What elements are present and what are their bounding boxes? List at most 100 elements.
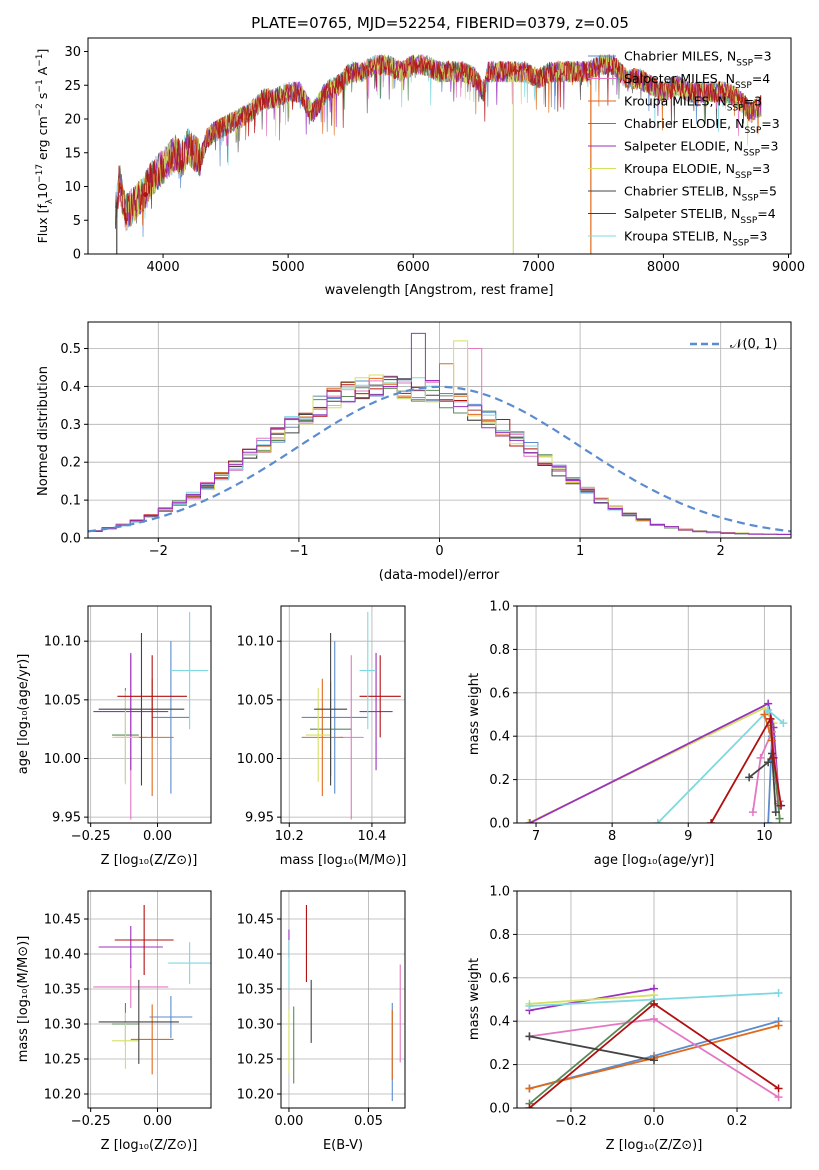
mass-vs-Z-ytick-label: 10.35 — [44, 983, 81, 998]
massweight-vs-Z-marker — [774, 988, 783, 997]
massweight-vs-Z-marker — [525, 1104, 534, 1108]
massweight-vs-Z-line-7 — [529, 1035, 655, 1062]
residuals-xtick-label: 2 — [717, 544, 725, 559]
massweight-vs-Z-content — [525, 984, 783, 1108]
legend-label-sub: SSP — [735, 81, 752, 91]
mass-vs-EBV-ytick-label: 10.25 — [237, 1053, 274, 1068]
legend-label-main: Salpeter STELIB, N — [624, 206, 740, 221]
massweight-vs-age-marker — [707, 819, 716, 823]
legend-label-sub: SSP — [740, 216, 757, 226]
legend-label-main: Salpeter MILES, N — [624, 71, 735, 86]
legend-label-tail: =3 — [753, 49, 771, 64]
legend-label-sub: SSP — [744, 126, 761, 136]
residuals-ytick-label: 0.0 — [60, 532, 81, 547]
legend-label-main: Kroupa STELIB, N — [624, 229, 732, 244]
mass-vs-EBV-frame — [280, 890, 406, 1109]
legend-label-sub: SSP — [735, 171, 752, 181]
age-vs-mass-xtick-label: 10.2 — [275, 829, 304, 844]
legend-label-1: Salpeter MILES, NSSP=4 — [624, 71, 770, 91]
mass-vs-Z-ytick-label: 10.45 — [44, 913, 81, 928]
spectrum-xlabel: wavelength [Angstrom, rest frame] — [325, 283, 554, 298]
spectrum-xtick-label: 5000 — [272, 260, 305, 275]
residuals-xtick-label: −2 — [149, 544, 168, 559]
mass-vs-EBV-ytick-label: 10.35 — [237, 983, 274, 998]
legend-label-6: Chabrier STELIB, NSSP=5 — [624, 184, 777, 204]
residuals-xtick-label: 1 — [576, 544, 584, 559]
massweight-vs-age-marker — [779, 719, 788, 728]
massweight-vs-age-marker — [777, 801, 786, 810]
massweight-vs-Z-marker — [650, 1056, 658, 1065]
age-vs-mass-content — [301, 611, 401, 820]
massweight-vs-age-marker — [767, 749, 776, 758]
mass-vs-z-ylabel: mass [log₁₀(M/M⊙)] — [16, 936, 31, 1063]
spectrum-ytick-label: 30 — [64, 45, 81, 60]
spectrum-ytick-label: 10 — [64, 180, 81, 195]
massweight-vs-age-marker — [764, 706, 773, 715]
spectrum-ytick-label: 15 — [64, 146, 81, 161]
age-vs-Z-ytick-label: 9.95 — [52, 811, 81, 826]
massweight-vs-age-ytick-label: 0.2 — [489, 773, 510, 788]
legend-label-sub: SSP — [742, 194, 759, 204]
age-vs-mass-ytick-label: 10.00 — [237, 752, 274, 767]
legend-label-3: Chabrier ELODIE, NSSP=3 — [624, 116, 780, 136]
residuals-content — [88, 332, 791, 535]
spectrum-ytick-label: 5 — [73, 214, 81, 229]
mass-vs-EBV-ytick-label: 10.40 — [237, 948, 274, 963]
spectrum-xtick-label: 6000 — [397, 260, 430, 275]
massweight-vs-Z-ytick-label: 1.0 — [489, 885, 510, 900]
spectrum-ytick-label: 25 — [64, 79, 81, 94]
legend-label-tail: =5 — [759, 184, 777, 199]
age-vs-mass-ytick-label: 10.05 — [237, 693, 274, 708]
residuals-xtick-label: −1 — [289, 544, 308, 559]
age-vs-mass-ytick-label: 9.95 — [245, 811, 274, 826]
massweight-vs-Z-marker — [525, 1002, 534, 1011]
massweight-vs-Z-ytick-label: 0.6 — [489, 971, 510, 986]
massweight-vs-age-content — [524, 699, 788, 823]
massweight-vs-age-marker — [756, 753, 765, 762]
mass-vs-Z-ytick-label: 10.30 — [44, 1018, 81, 1033]
massweight-vs-age-line-4 — [752, 728, 781, 813]
legend-label-sub: SSP — [736, 59, 753, 69]
mass-vs-ebv-panel: 0.00 0.05 10.20 10.25 10.30 10.35 10.40 10.45 E… — [237, 890, 406, 1153]
age-vs-Z-ytick-label: 10.05 — [44, 693, 81, 708]
age-vs-mass-ytick-label: 10.10 — [237, 635, 274, 650]
legend-label-sub: SSP — [732, 239, 749, 249]
age-vs-mass-frame — [280, 605, 406, 824]
legend-label-main: Chabrier MILES, N — [624, 49, 736, 64]
age-vs-Z-ytick-label: 10.00 — [44, 752, 81, 767]
spectrum-marker — [143, 192, 149, 198]
residuals-xlabel: (data-model)/error — [379, 568, 500, 583]
legend-label-0: Chabrier MILES, NSSP=3 — [624, 49, 772, 69]
mass-vs-EBV-xtick-label: 0.00 — [274, 1114, 303, 1129]
mass-vs-ebv-xlabel: E(B-V) — [323, 1138, 363, 1153]
age-vs-z-panel: −0.25 0.00 9.95 10.00 10.05 10.10 Z [log₁₀(Z/… — [16, 605, 212, 868]
massweight-vs-Z-marker — [650, 1015, 658, 1024]
massweight-vs-Z-ytick-label: 0.4 — [489, 1015, 510, 1030]
massweight-vs-age-frame — [516, 605, 792, 824]
massweight-vs-Z-marker — [525, 1032, 534, 1041]
legend-label-tail: =4 — [752, 71, 770, 86]
legend-label-7: Salpeter STELIB, NSSP=4 — [624, 206, 776, 226]
legend-label-tail: =3 — [749, 229, 767, 244]
age-vs-Z-ytick-label: 10.10 — [44, 635, 81, 650]
legend-label-main: Kroupa MILES, N — [624, 94, 727, 109]
spectrum-xtick-label: 4000 — [147, 260, 180, 275]
massweight-vs-age-marker — [766, 714, 775, 723]
mass-vs-Z-ytick-label: 10.20 — [44, 1088, 81, 1103]
legend-label-tail: =3 — [761, 116, 779, 131]
massweight-vs-Z-xtick-label: −0.2 — [555, 1114, 587, 1129]
legend-label-main: Chabrier ELODIE, N — [624, 116, 744, 131]
legend-label-sub: SSP — [743, 149, 760, 159]
legend-label-main: Salpeter ELODIE, N — [624, 139, 743, 154]
massweight-vs-z-panel: −0.2 0.0 0.2 0.0 0.2 0.4 0.6 0.8 1.0 Z [log₁₀(Z/… — [467, 885, 792, 1153]
massweight-vs-z-xlabel: Z [log₁₀(Z/Z⊙)] — [606, 1138, 703, 1153]
massweight-vs-age-ytick-label: 0.6 — [489, 686, 510, 701]
legend-label-5: Kroupa ELODIE, NSSP=3 — [624, 161, 770, 181]
massweight-vs-Z-xtick-label: 0.2 — [727, 1114, 748, 1129]
spectrum-xtick-label: 7000 — [522, 260, 555, 275]
legend-label-tail: =3 — [760, 139, 778, 154]
massweight-vs-age-marker — [764, 758, 773, 767]
massweight-vs-Z-ytick-label: 0.0 — [489, 1102, 510, 1117]
mass-vs-Z-content — [93, 905, 211, 1075]
